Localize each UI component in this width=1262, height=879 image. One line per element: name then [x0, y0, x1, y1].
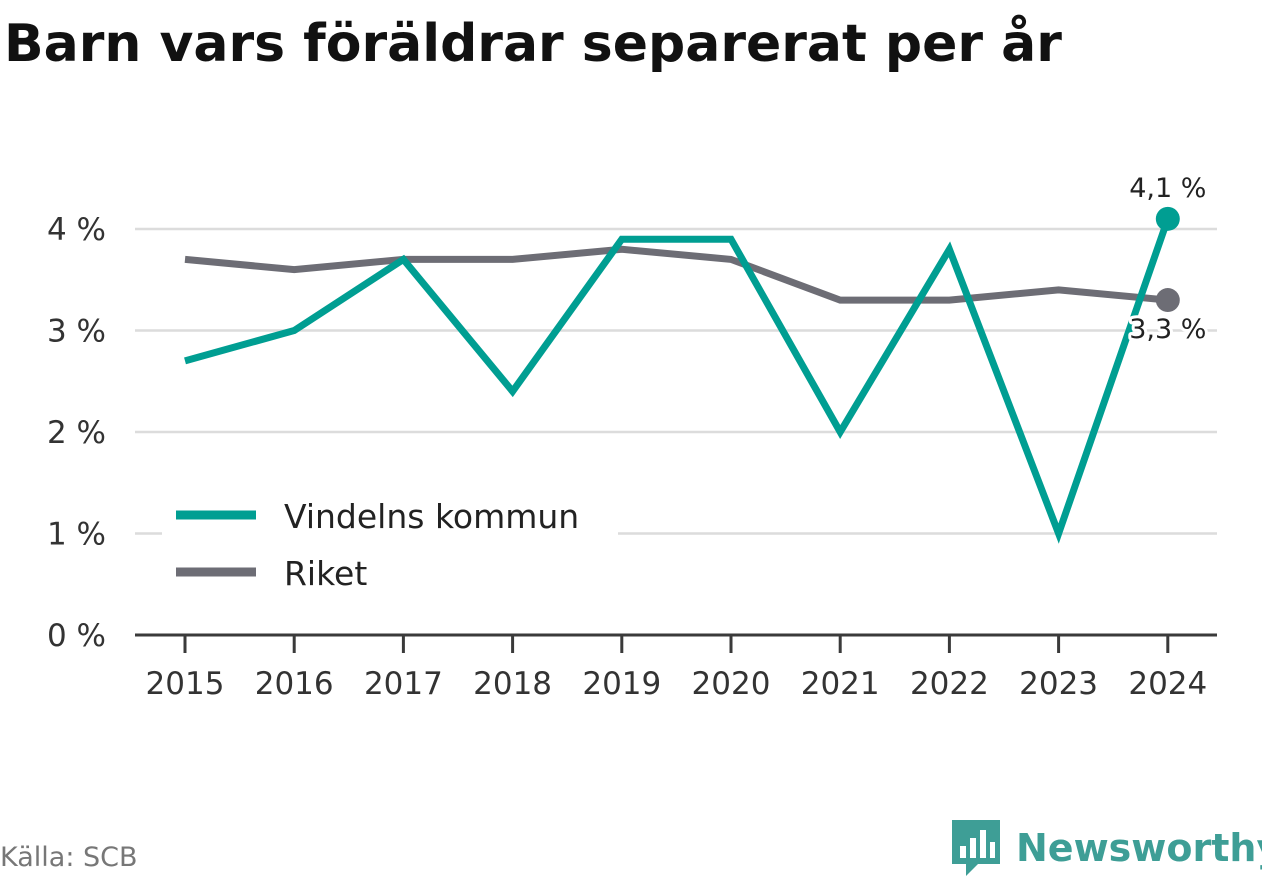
y-tick-label-4: 4 % — [47, 212, 106, 248]
y-axis-tick-labels: 0 % 1 % 2 % 3 % 4 % — [47, 212, 106, 654]
y-tick-label-0: 0 % — [47, 618, 106, 654]
x-tick-label-2019: 2019 — [582, 666, 661, 702]
chart-title: Barn vars föräldrar separerat per år — [4, 14, 1062, 74]
x-tick-label-2017: 2017 — [364, 666, 443, 702]
end-points: 4,1 % 3,3 % — [1126, 170, 1209, 348]
end-point-vindelns-kommun — [1155, 206, 1180, 231]
series-line-vindelns-kommun — [184, 217, 1172, 544]
y-tick-label-2: 2 % — [47, 415, 106, 451]
y-tick-label-3: 3 % — [47, 314, 106, 350]
end-label-riket: 3,3 % — [1129, 314, 1206, 345]
x-tick-label-2022: 2022 — [910, 666, 989, 702]
x-tick-label-2016: 2016 — [255, 666, 334, 702]
x-tick-label-2015: 2015 — [146, 666, 225, 702]
legend-label-riket: Riket — [284, 554, 367, 593]
x-tick-label-2020: 2020 — [692, 666, 771, 702]
y-tick-label-1: 1 % — [47, 517, 106, 553]
brand-name: Newsworthy — [1016, 826, 1262, 870]
x-tick-label-2023: 2023 — [1019, 666, 1098, 702]
x-axis: 2015 2016 2017 2018 2019 2020 2021 2022 2023 2024 — [135, 633, 1217, 702]
series-line-riket — [184, 245, 1169, 304]
x-tick-label-2024: 2024 — [1128, 666, 1207, 702]
source-note: Källa: SCB — [0, 842, 138, 873]
legend-label-vindelns-kommun: Vindelns kommun — [284, 497, 579, 536]
brand-logo: Newsworthy — [950, 818, 1262, 878]
grid-lines — [135, 227, 1217, 535]
legend: Vindelns kommun Riket — [162, 492, 618, 604]
x-tick-label-2018: 2018 — [473, 666, 552, 702]
end-point-riket — [1155, 288, 1180, 313]
series-lines — [184, 217, 1172, 544]
newsworthy-logo-icon — [952, 820, 1000, 876]
x-tick-label-2021: 2021 — [801, 666, 880, 702]
end-label-vindelns-kommun: 4,1 % — [1129, 173, 1206, 204]
